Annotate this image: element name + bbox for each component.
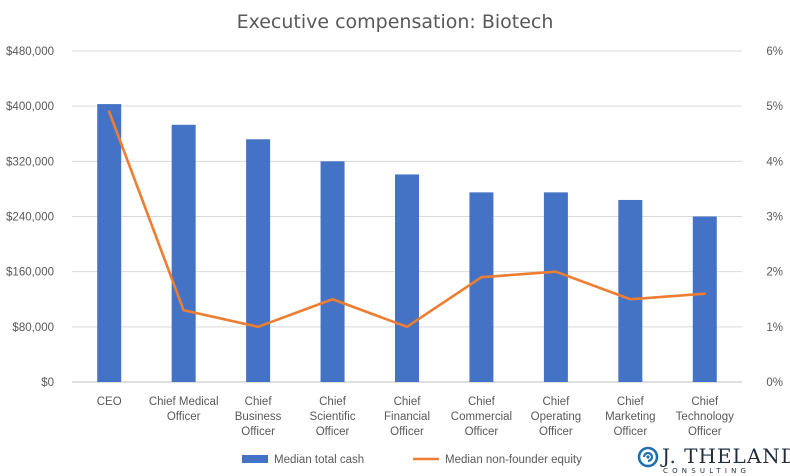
brand-name: J. THELANDER bbox=[660, 444, 790, 468]
left-tick-label: $160,000 bbox=[6, 267, 54, 279]
legend-line-label: Median non-founder equity bbox=[445, 454, 582, 466]
left-tick-label: $480,000 bbox=[6, 46, 54, 58]
left-tick-label: $400,000 bbox=[6, 101, 54, 113]
bar bbox=[171, 124, 196, 383]
left-tick-label: $320,000 bbox=[6, 156, 54, 168]
bar bbox=[395, 174, 419, 382]
chart-title: Executive compensation: Biotech bbox=[237, 11, 554, 33]
legend-bar-label: Median total cash bbox=[274, 454, 364, 466]
left-axis-ticks: $0 $80,000 $160,000 $240,000 $320,000 $400,00… bbox=[6, 46, 54, 389]
category-label: Chief Medical Officer bbox=[149, 396, 219, 423]
category-label: Chief Commercial Officer bbox=[451, 396, 512, 438]
category-label: CEO bbox=[97, 396, 122, 408]
left-tick-label: $0 bbox=[41, 377, 54, 389]
left-tick-label: $80,000 bbox=[12, 322, 54, 334]
category-label: Chief Marketing Officer bbox=[605, 396, 656, 438]
bar bbox=[320, 161, 345, 382]
category-label: Chief Business Officer bbox=[235, 396, 282, 438]
spiral-logo-icon bbox=[637, 446, 659, 468]
bar bbox=[246, 139, 271, 382]
category-labels: CEO Chief Medical Officer Chief Business Offi… bbox=[97, 396, 734, 438]
bar bbox=[97, 104, 122, 383]
brand-tagline: CONSULTING bbox=[663, 467, 750, 475]
bar bbox=[543, 192, 568, 382]
right-tick-label: 5% bbox=[766, 101, 783, 113]
bar bbox=[692, 216, 717, 382]
line-series bbox=[107, 110, 707, 329]
right-tick-label: 4% bbox=[766, 156, 783, 168]
category-label: Chief Financial Officer bbox=[384, 396, 430, 438]
brand-logo: J. THELANDER CONSULTING bbox=[637, 444, 790, 475]
category-label: Chief Scientific Officer bbox=[310, 396, 356, 438]
legend: Median total cash Median non-founder equi… bbox=[242, 454, 582, 466]
right-tick-label: 3% bbox=[766, 212, 783, 224]
legend-bar-swatch bbox=[242, 455, 268, 463]
bar-series bbox=[97, 104, 717, 383]
right-tick-label: 1% bbox=[766, 322, 783, 334]
bar bbox=[469, 192, 494, 382]
right-axis-ticks: 0% 1% 2% 3% 4% 5% 6% bbox=[766, 46, 783, 389]
bar bbox=[618, 199, 643, 382]
category-label: Chief Operating Officer bbox=[531, 396, 582, 438]
category-label: Chief Technology Officer bbox=[676, 396, 734, 438]
right-tick-label: 6% bbox=[766, 46, 783, 58]
left-tick-label: $240,000 bbox=[6, 212, 54, 224]
right-tick-label: 2% bbox=[766, 267, 783, 279]
right-tick-label: 0% bbox=[766, 377, 783, 389]
